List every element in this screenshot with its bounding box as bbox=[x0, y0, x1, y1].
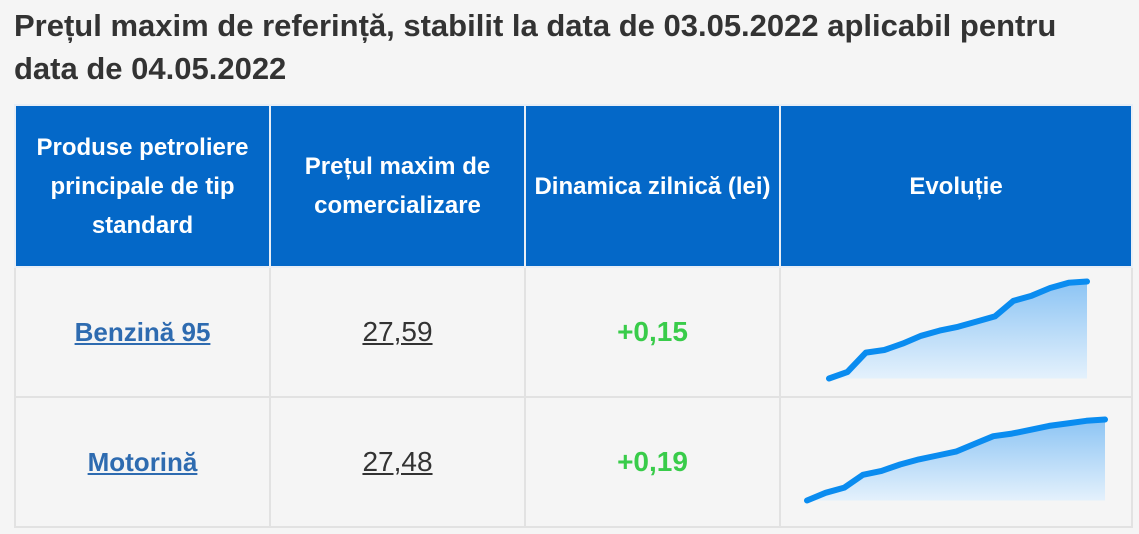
product-cell: Benzină 95 bbox=[14, 266, 271, 398]
page-title: Prețul maxim de referință, stabilit la d… bbox=[14, 8, 1057, 86]
sparkline-area bbox=[807, 419, 1105, 501]
daily-change: +0,19 bbox=[617, 446, 688, 477]
change-cell: +0,15 bbox=[524, 266, 781, 398]
evolution-cell bbox=[779, 266, 1133, 398]
product-link[interactable]: Motorină bbox=[87, 446, 198, 477]
product-cell: Motorină bbox=[14, 396, 271, 528]
sparkline bbox=[804, 416, 1108, 504]
column-header: Dinamica zilnică (lei) bbox=[524, 104, 781, 268]
product-link[interactable]: Benzină 95 bbox=[74, 316, 211, 347]
evolution-cell bbox=[779, 396, 1133, 528]
table-row: Motorină 27,48 +0,19 bbox=[14, 396, 1133, 528]
daily-change: +0,15 bbox=[617, 316, 688, 347]
sparkline-area bbox=[829, 281, 1087, 379]
column-header: Prețul maxim de comercializare bbox=[269, 104, 526, 268]
price-table: Produse petroliere principale de tip sta… bbox=[14, 104, 1133, 528]
column-header: Produse petroliere principale de tip sta… bbox=[14, 104, 271, 268]
sparkline-line bbox=[826, 278, 1090, 382]
price-cell: 27,48 bbox=[269, 396, 526, 528]
price: 27,59 bbox=[362, 316, 433, 347]
sparkline bbox=[826, 278, 1090, 382]
table-body: Benzină 95 27,59 +0,15 Motorină 27,48 +0,19 bbox=[14, 266, 1133, 528]
sparkline-line bbox=[804, 416, 1108, 504]
price: 27,48 bbox=[362, 446, 433, 477]
change-cell: +0,19 bbox=[524, 396, 781, 528]
table-row: Benzină 95 27,59 +0,15 bbox=[14, 266, 1133, 398]
column-header: Evoluție bbox=[779, 104, 1133, 268]
price-cell: 27,59 bbox=[269, 266, 526, 398]
